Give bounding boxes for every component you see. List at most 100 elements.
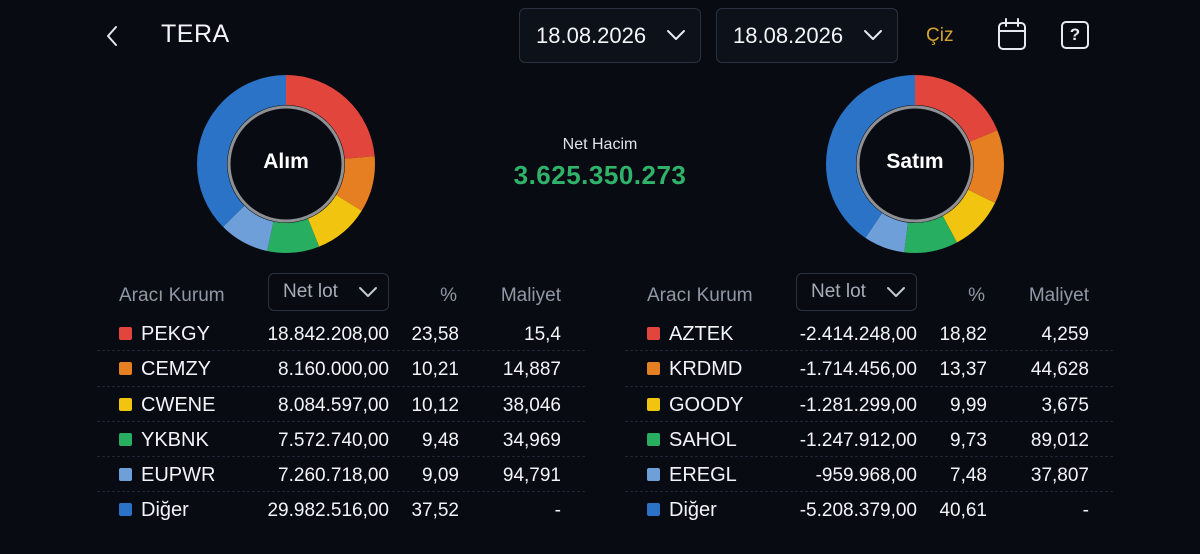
color-swatch (119, 362, 132, 376)
sell-rows: AZTEK -2.414.248,00 18,82 4,259 KRDMD -1.714.… (625, 316, 1113, 528)
broker-name: CWENE (141, 393, 216, 416)
table-row[interactable]: Diğer 29.982.516,00 37,52 - (97, 492, 585, 527)
cost-value: - (1082, 500, 1089, 522)
cost-value: 44,628 (1030, 359, 1089, 381)
table-row[interactable]: GOODY -1.281.299,00 9,99 3,675 (625, 387, 1113, 422)
color-swatch (119, 432, 132, 446)
net-lot-value: -1.281.299,00 (799, 394, 917, 416)
draw-button[interactable]: Çiz (926, 25, 954, 46)
table-row[interactable]: CEMZY 8.160.000,00 10,21 14,887 (97, 351, 585, 387)
table-row[interactable]: Diğer -5.208.379,00 40,61 - (625, 492, 1113, 527)
cost-value: 14,887 (502, 359, 561, 381)
color-swatch (119, 327, 132, 340)
percent-column-header: % (968, 285, 985, 306)
color-swatch (647, 327, 660, 340)
color-swatch (119, 468, 132, 482)
percent-value: 9,99 (950, 394, 987, 416)
buy-sort-select[interactable]: Net lot (268, 273, 389, 311)
percent-value: 9,73 (950, 429, 987, 451)
color-swatch (647, 432, 660, 446)
end-date-value: 18.08.2026 (733, 22, 844, 48)
cost-value: 34,969 (502, 429, 561, 451)
broker-name: GOODY (669, 393, 744, 416)
sell-donut-chart (826, 75, 1004, 253)
calendar-button[interactable] (997, 18, 1027, 52)
table-row[interactable]: YKBNK 7.572.740,00 9,48 34,969 (97, 422, 585, 458)
net-lot-value: -5.208.379,00 (799, 500, 917, 522)
cost-value: 37,807 (1030, 465, 1089, 487)
net-lot-value: 8.160.000,00 (278, 359, 389, 381)
sell-table-header: Aracı Kurum Net lot % Maliyet (625, 272, 1113, 316)
sell-table: Aracı Kurum Net lot % Maliyet AZTEK -2.41… (625, 272, 1113, 528)
table-row[interactable]: AZTEK -2.414.248,00 18,82 4,259 (625, 316, 1113, 352)
net-lot-value: 7.572.740,00 (278, 429, 389, 451)
net-lot-value: -1.714.456,00 (799, 359, 917, 381)
broker-name: Diğer (141, 499, 189, 522)
percent-value: 10,21 (411, 359, 459, 381)
net-volume-label: Net Hacim (562, 136, 638, 153)
chevron-down-icon (667, 30, 685, 40)
cost-value: 4,259 (1041, 324, 1089, 345)
broker-column-header: Aracı Kurum (647, 285, 753, 306)
broker-name: SAHOL (669, 428, 737, 451)
sell-donut-label: Satım (886, 150, 944, 173)
percent-value: 23,58 (411, 324, 459, 345)
net-lot-value: -2.414.248,00 (799, 324, 917, 345)
color-swatch (647, 503, 660, 517)
donut-hole (227, 105, 345, 223)
net-lot-value: 29.982.516,00 (267, 500, 389, 522)
cost-value: 38,046 (502, 394, 561, 416)
donut-segment (826, 75, 1004, 253)
percent-value: 9,09 (422, 465, 459, 487)
back-button[interactable] (98, 20, 126, 52)
sell-sort-select[interactable]: Net lot (796, 273, 917, 311)
percent-value: 10,12 (411, 394, 459, 416)
color-swatch (119, 503, 132, 517)
donut-segment (826, 75, 1004, 253)
percent-value: 13,37 (939, 359, 987, 381)
calendar-icon (998, 18, 1026, 50)
broker-name: EREGL (669, 464, 737, 487)
broker-column-header: Aracı Kurum (119, 285, 225, 306)
net-lot-value: 18.842.208,00 (267, 324, 389, 345)
help-button[interactable]: ? (1061, 21, 1089, 49)
cost-value: 89,012 (1030, 429, 1089, 451)
table-row[interactable]: PEKGY 18.842.208,00 23,58 15,4 (97, 316, 585, 352)
broker-name: AZTEK (669, 323, 734, 345)
net-volume-value: 3.625.350.273 (513, 160, 687, 190)
broker-name: Diğer (669, 499, 717, 522)
broker-name: EUPWR (141, 464, 216, 487)
chevron-down-icon (359, 287, 377, 297)
percent-value: 7,48 (950, 465, 987, 487)
color-swatch (119, 397, 132, 411)
chevron-down-icon (887, 287, 905, 297)
buy-donut-label: Alım (263, 150, 309, 173)
donut-segment (197, 75, 375, 253)
percent-value: 40,61 (939, 500, 987, 522)
sort-select-value: Net lot (283, 281, 338, 302)
net-lot-value: -959.968,00 (815, 465, 917, 487)
cost-value: 3,675 (1041, 394, 1089, 416)
question-icon: ? (1069, 25, 1081, 44)
table-row[interactable]: EUPWR 7.260.718,00 9,09 94,791 (97, 457, 585, 493)
end-date-select[interactable]: 18.08.2026 (716, 8, 898, 63)
cost-value: 15,4 (524, 324, 561, 345)
donut-hole (856, 105, 974, 223)
table-row[interactable]: EREGL -959.968,00 7,48 37,807 (625, 457, 1113, 493)
table-row[interactable]: CWENE 8.084.597,00 10,12 38,046 (97, 387, 585, 422)
table-row[interactable]: KRDMD -1.714.456,00 13,37 44,628 (625, 351, 1113, 387)
table-row[interactable]: SAHOL -1.247.912,00 9,73 89,012 (625, 422, 1113, 458)
donut-segment (826, 75, 1004, 253)
net-lot-value: 7.260.718,00 (278, 465, 389, 487)
chevron-left-icon (107, 26, 117, 46)
net-lot-value: -1.247.912,00 (799, 429, 917, 451)
cost-column-header: Maliyet (500, 285, 561, 306)
percent-value: 9,48 (422, 429, 459, 451)
cost-value: 94,791 (502, 465, 561, 487)
donut-segment (197, 75, 375, 253)
start-date-select[interactable]: 18.08.2026 (519, 8, 701, 63)
buy-table: Aracı Kurum Net lot % Maliyet PEKGY 18.84… (97, 272, 585, 528)
buy-rows: PEKGY 18.842.208,00 23,58 15,4 CEMZY 8.160.00… (97, 316, 585, 528)
sort-select-value: Net lot (811, 281, 866, 302)
broker-name: PEKGY (141, 323, 210, 345)
